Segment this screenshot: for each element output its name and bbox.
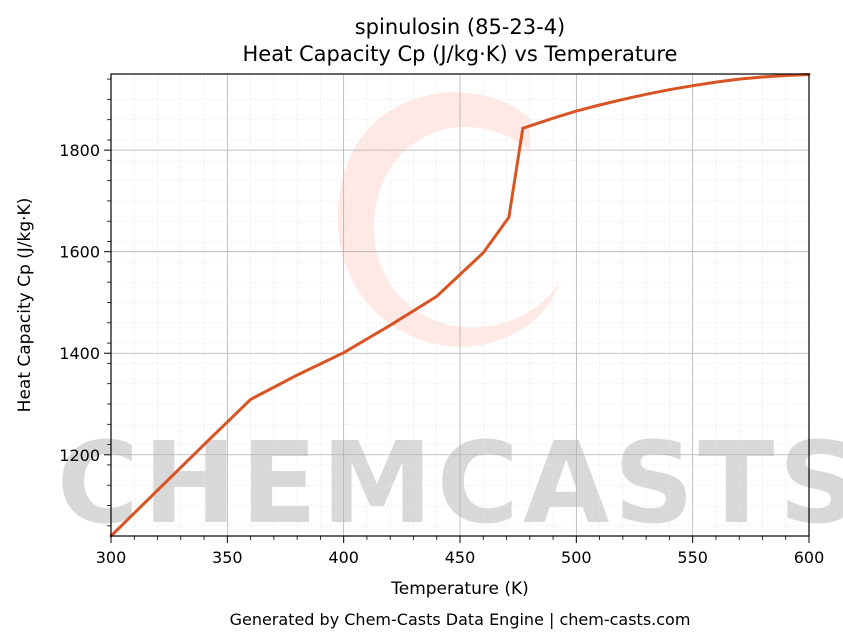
x-tick-label: 300	[96, 548, 127, 567]
watermark-logo: CHEMCASTS	[57, 92, 843, 549]
x-tick-label: 400	[328, 548, 359, 567]
y-axis-ticks: 1200 1400 1600 1800	[59, 78, 111, 527]
x-axis-ticks: 300 350 400 450 500 550 600	[96, 536, 825, 567]
y-tick-label: 1200	[59, 446, 100, 465]
chart-title-line1: spinulosin (85-23-4)	[355, 15, 566, 39]
x-tick-label: 500	[561, 548, 592, 567]
x-tick-label: 350	[212, 548, 243, 567]
chart-title-line2: Heat Capacity Cp (J/kg·K) vs Temperature	[243, 42, 678, 66]
x-axis-label: Temperature (K)	[390, 579, 529, 599]
series-line	[109, 73, 811, 538]
footer-credit: Generated by Chem-Casts Data Engine | ch…	[230, 610, 691, 629]
y-tick-label: 1400	[59, 344, 100, 363]
x-tick-label: 600	[794, 548, 825, 567]
watermark-text: CHEMCASTS	[57, 419, 843, 549]
x-tick-label: 550	[677, 548, 708, 567]
y-tick-label: 1800	[59, 141, 100, 160]
y-tick-label: 1600	[59, 243, 100, 262]
x-tick-label: 450	[445, 548, 476, 567]
y-axis-label: Heat Capacity Cp (J/kg·K)	[15, 198, 35, 413]
